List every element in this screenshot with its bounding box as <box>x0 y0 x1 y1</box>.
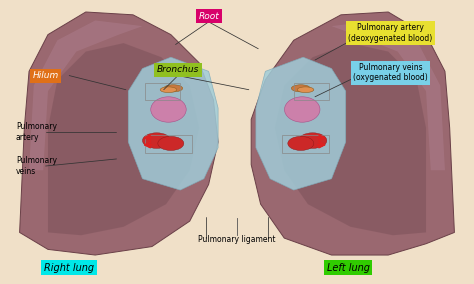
Ellipse shape <box>143 133 171 148</box>
Ellipse shape <box>292 85 310 92</box>
Ellipse shape <box>297 87 314 93</box>
Ellipse shape <box>158 136 184 151</box>
Text: Bronchus: Bronchus <box>157 65 199 74</box>
Text: Pulmonary
artery: Pulmonary artery <box>16 122 57 142</box>
Polygon shape <box>128 57 218 190</box>
Polygon shape <box>29 20 143 170</box>
Bar <box>145 135 192 153</box>
Polygon shape <box>331 20 445 170</box>
Polygon shape <box>251 12 455 255</box>
Text: Root: Root <box>198 12 219 21</box>
Bar <box>282 135 329 153</box>
Ellipse shape <box>164 85 182 92</box>
Polygon shape <box>256 57 346 190</box>
Polygon shape <box>275 43 426 235</box>
Text: Right lung: Right lung <box>44 263 94 273</box>
Text: Pulmonary
veins: Pulmonary veins <box>16 156 57 176</box>
Ellipse shape <box>288 136 314 151</box>
Text: Pulmonary artery
(deoxygenated blood): Pulmonary artery (deoxygenated blood) <box>348 24 433 43</box>
Text: Hilum: Hilum <box>32 71 59 80</box>
Text: Pulmonary veins
(oxygenated blood): Pulmonary veins (oxygenated blood) <box>353 63 428 82</box>
Bar <box>145 83 180 100</box>
Ellipse shape <box>299 133 327 148</box>
Ellipse shape <box>160 87 177 93</box>
Polygon shape <box>19 12 218 255</box>
Ellipse shape <box>151 97 186 122</box>
Bar <box>294 83 329 100</box>
Text: Pulmonary ligament: Pulmonary ligament <box>198 235 276 244</box>
Ellipse shape <box>284 97 320 122</box>
Text: Left lung: Left lung <box>327 263 370 273</box>
Polygon shape <box>48 43 199 235</box>
